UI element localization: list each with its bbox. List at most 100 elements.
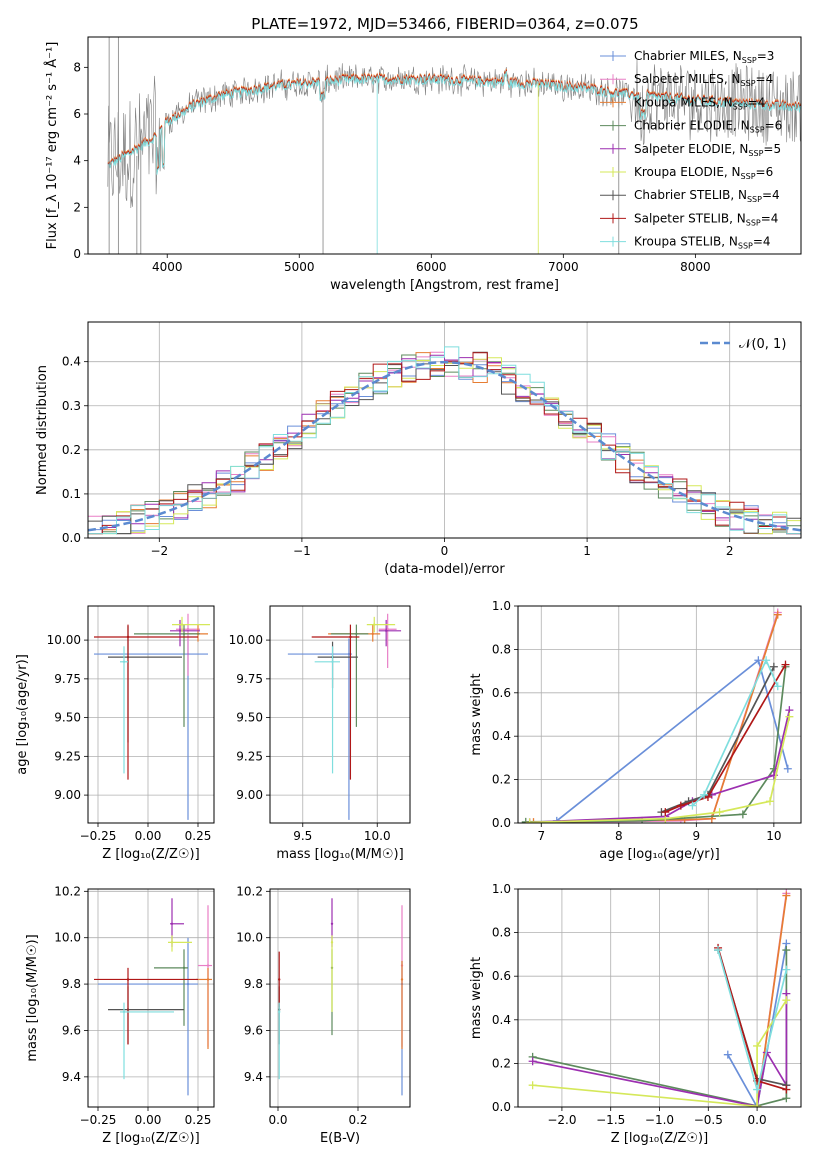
y-tick-label: 0.6 [492,686,511,700]
y-tick-label: 0.6 [492,969,511,983]
x-tick-label: 8000 [680,260,711,274]
histogram-lines [88,346,801,535]
y-tick-label: 9.25 [54,749,81,763]
data-point [400,978,404,981]
axes-mass-vs-EBV: 0.0 0.2 9.4 9.6 9.8 10.0 10.2 E(B-V) [236,884,410,1146]
y-tick-label: 9.75 [236,672,263,686]
weight-point-marker [700,790,709,799]
data-point [122,1010,126,1014]
y-tick-label: 9.25 [236,749,263,763]
data-point [206,978,210,981]
weight-series-line [556,658,789,822]
data-spectrum-line [107,59,801,209]
normal-curve [88,360,801,532]
x-tick-label: 2 [726,544,734,558]
data-point [180,623,184,626]
y-tick-label: 10.2 [236,884,263,898]
axes-age-vs-mass: 9.5 10.0 9.00 9.25 9.50 9.75 10.00 mass [log₁₀(… [229,606,410,862]
x-tick-label: 0.25 [185,1113,212,1127]
weight-point-marker [676,801,685,810]
y-axis-label: mass weight [469,673,484,755]
axes-weight-vs-age: 7 8 9 10 0.0 0.2 0.4 0.6 0.8 1.0 age [log₁₀(age/yr… [469,599,801,862]
axes-frame [87,36,802,255]
x-tick-label: 1 [583,544,591,558]
weight-point-marker [773,682,782,691]
y-tick-label: 1.0 [492,882,511,896]
weight-point-marker [688,801,697,810]
x-tick-label: 0.2 [348,1113,367,1127]
data-point [122,660,126,663]
y-tick-label: 1.0 [492,599,511,613]
y-tick-label: 9.4 [62,1070,81,1084]
histogram-step-line [88,354,801,535]
x-tick-label: 7000 [548,260,579,274]
x-tick-label: 0.00 [135,829,162,843]
x-axis-label: (data-model)/error [384,562,505,577]
weight-point-marker [714,946,723,955]
legend-entry: 𝒩(0, 1) [739,337,786,352]
legend-entry: Chabrier ELODIE, NSSP=6 [634,119,782,135]
legend-entry: Kroupa STELIB, NSSP=4 [634,235,771,251]
data-point [355,632,358,636]
y-tick-label: 0.2 [492,1056,511,1070]
y-tick-label: 10.0 [236,931,263,945]
legend-entry: Kroupa MILES, NSSP=4 [634,95,765,111]
legend-entry: Salpeter ELODIE, NSSP=5 [634,142,781,158]
x-axis-label: E(B-V) [320,1131,360,1146]
y-tick-label: 8 [73,60,81,74]
axes-frame [87,888,215,1108]
weight-point-marker [753,1102,762,1107]
x-tick-label: −1 [293,544,311,558]
x-tick-label: 9 [693,829,701,843]
data-point [331,660,334,663]
x-tick-label: −0.5 [694,1113,723,1127]
y-tick-label: 9.8 [62,977,81,991]
legend-entry: Kroupa ELODIE, NSSP=6 [634,165,773,181]
x-tick-label: −0.25 [80,1113,117,1127]
data-point [384,629,388,632]
y-tick-label: 0.8 [492,926,511,940]
legend-entry: Chabrier STELIB, NSSP=4 [634,188,780,204]
x-axis-label: Z [log₁₀(Z/Z☉)] [102,1131,199,1146]
y-tick-label: 10.00 [229,633,263,647]
data-point [170,922,174,925]
weight-point-marker [715,808,724,817]
x-tick-label: 9.5 [293,829,312,843]
y-axis-label: Flux [f_λ 10⁻¹⁷ erg cm⁻² s⁻¹ Å⁻¹] [44,42,60,250]
model-spectrum-line [107,71,801,175]
weight-point-marker [782,1085,791,1094]
x-tick-label: 8 [615,829,623,843]
axes-age-vs-Z: −0.25 0.00 0.25 9.00 9.25 9.50 9.75 10.00 Z [log… [15,606,214,862]
y-tick-label: 2 [73,200,81,214]
weight-point-marker [785,712,794,721]
x-tick-label: 4000 [152,260,183,274]
y-tick-label: 6 [73,107,81,121]
y-tick-label: 9.00 [236,788,263,802]
axes-mass-vs-Z: −0.25 0.00 0.25 9.4 9.6 9.8 10.0 10.2 Z [log₁₀(Z… [25,884,214,1146]
data-point [278,1010,281,1014]
weight-point-marker [754,656,763,665]
data-point [349,635,352,639]
weight-point-marker [528,1081,537,1090]
data-point [170,941,174,944]
x-tick-label: 0.0 [268,1113,287,1127]
axes-frame [87,321,802,539]
y-tick-label: 0.2 [492,773,511,787]
histogram-step-line [88,354,801,535]
data-point [278,978,281,981]
weight-series-line [727,943,788,1107]
data-point [186,982,190,986]
data-point [206,964,210,967]
y-axis-label: Normed distribution [35,365,50,495]
x-tick-label: −0.25 [80,829,117,843]
y-tick-label: 9.75 [54,672,81,686]
y-tick-label: 9.8 [244,977,263,991]
weight-point-marker [661,808,670,817]
spectrum-legend: Chabrier MILES, NSSP=3 Salpeter MILES, NS… [600,49,782,251]
legend-entry: Salpeter STELIB, NSSP=4 [634,211,778,227]
y-tick-label: 0.1 [62,487,81,501]
weight-series-line [691,658,779,807]
histogram-step-line [88,346,801,535]
data-point [126,635,130,639]
